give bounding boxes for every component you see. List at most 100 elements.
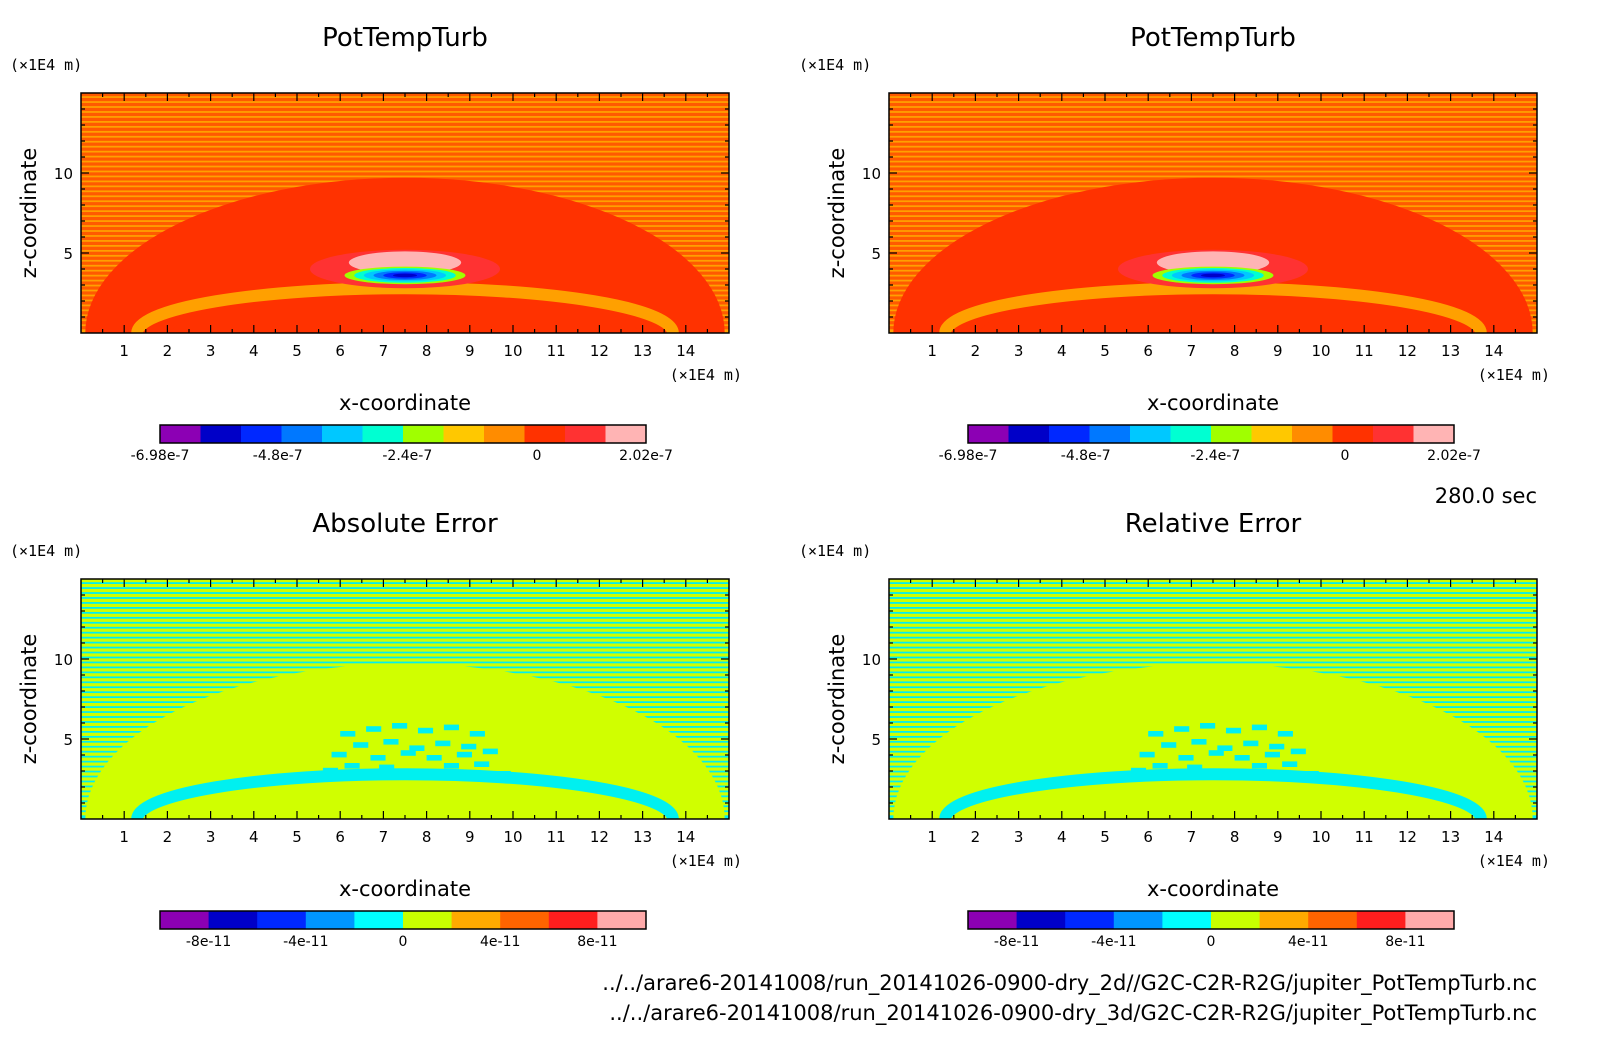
y-unit-label: (×1E4 m): [10, 56, 82, 74]
y-tick-label: 5: [63, 731, 73, 749]
error-speckle: [474, 761, 490, 767]
x-tick-label: 11: [1355, 828, 1374, 846]
colorbar-swatch: [1016, 911, 1066, 929]
colorbar-swatch: [1308, 911, 1358, 929]
error-speckle: [1187, 764, 1203, 771]
error-speckle: [469, 731, 485, 737]
colorbar-swatch: [305, 911, 355, 929]
field-stripe: [81, 152, 729, 156]
error-speckle: [1277, 731, 1293, 737]
field-stripe: [81, 172, 729, 176]
colorbar-label: -4e-11: [1091, 934, 1136, 950]
error-speckle: [331, 751, 347, 758]
error-speckle: [1243, 740, 1259, 747]
field-stripe: [889, 603, 1537, 607]
colorbar-label: -4e-11: [283, 934, 328, 950]
colorbar-label: 0: [1340, 448, 1349, 464]
x-tick-label: 7: [1187, 342, 1197, 360]
x-tick-label: 1: [119, 828, 129, 846]
x-tick-label: 9: [465, 342, 475, 360]
x-tick-label: 10: [503, 342, 522, 360]
colorbar-swatch: [208, 911, 258, 929]
field-stripe: [889, 643, 1537, 647]
y-tick-label: 5: [871, 731, 881, 749]
colorbar-swatch: [500, 911, 550, 929]
error-speckle: [344, 763, 360, 769]
error-speckle: [1264, 751, 1280, 758]
colorbar-swatch: [1356, 911, 1406, 929]
colorbar-swatch: [1373, 425, 1414, 443]
colorbar-swatch: [1130, 425, 1171, 443]
error-speckle: [1269, 743, 1285, 750]
x-axis-label: x-coordinate: [1147, 391, 1279, 415]
colorbar-swatch: [968, 911, 1018, 929]
y-axis-label: z-coordinate: [825, 148, 849, 279]
x-tick-label: 14: [1484, 342, 1503, 360]
colorbar-swatch: [403, 425, 444, 443]
error-speckle: [379, 764, 395, 771]
colorbar-swatch: [257, 911, 307, 929]
colorbar-label: -6.98e-7: [939, 448, 998, 464]
colorbar-label: 8e-11: [577, 934, 617, 950]
colorbar-swatch: [354, 911, 404, 929]
colorbar-swatch: [968, 425, 1009, 443]
colorbar-swatch: [1405, 911, 1455, 929]
colorbar-swatch: [1008, 425, 1050, 443]
colorbar-swatch: [1170, 425, 1212, 443]
field-stripe: [889, 638, 1537, 642]
field-stripe: [889, 593, 1537, 598]
colorbar-swatch: [160, 425, 201, 443]
x-axis-label: x-coordinate: [1147, 877, 1279, 901]
x-tick-label: 1: [119, 342, 129, 360]
field-arc-fill: [171, 780, 639, 819]
x-tick-label: 3: [1014, 828, 1024, 846]
error-speckle: [426, 755, 442, 761]
colorbar-label: -8e-11: [994, 934, 1039, 950]
x-tick-label: 12: [1398, 828, 1417, 846]
field-stripe: [81, 653, 729, 657]
error-speckle: [1303, 771, 1319, 777]
x-tick-label: 12: [1398, 342, 1417, 360]
x-tick-label: 8: [1230, 828, 1240, 846]
field-stripe: [889, 117, 1537, 121]
y-tick-label: 10: [54, 165, 73, 183]
x-tick-label: 5: [1100, 342, 1110, 360]
error-speckle: [1191, 739, 1207, 745]
y-axis-label: z-coordinate: [825, 634, 849, 765]
x-tick-label: 1: [927, 342, 937, 360]
x-tick-label: 14: [676, 342, 695, 360]
y-tick-label: 5: [63, 245, 73, 263]
colorbar-swatch: [1162, 911, 1212, 929]
field-stripe: [81, 583, 729, 588]
anomaly-core: [1200, 273, 1226, 278]
field-stripe: [889, 167, 1537, 171]
heatmap-field: [889, 579, 1537, 819]
colorbar-frame: [967, 424, 1455, 444]
x-tick-label: 4: [249, 342, 259, 360]
field-stripe: [889, 608, 1537, 612]
colorbar-label: -4.8e-7: [253, 448, 303, 464]
x-unit-label: (×1E4 m): [670, 852, 742, 870]
error-speckle: [1174, 726, 1190, 732]
x-tick-label: 6: [335, 342, 345, 360]
x-tick-label: 12: [590, 828, 609, 846]
x-tick-label: 10: [503, 828, 522, 846]
colorbar-swatch: [241, 425, 282, 443]
panel-bottom-right: Relative Error (×1E4 m) 1 2 3 4 5 6 7 8 9 10 11 12 1…: [799, 509, 1550, 950]
field-stripe: [889, 628, 1537, 632]
error-speckle: [322, 767, 339, 774]
colorbar-label: -8e-11: [186, 934, 231, 950]
field-stripe: [889, 102, 1537, 107]
error-speckle: [340, 731, 356, 737]
error-speckle: [1130, 767, 1147, 774]
x-tick-label: 2: [163, 828, 173, 846]
field-stripe: [889, 122, 1537, 126]
field-stripe: [81, 618, 729, 622]
error-speckle: [1148, 731, 1164, 737]
x-tick-label: 5: [292, 342, 302, 360]
y-tick-label: 5: [871, 245, 881, 263]
x-tick-label: 1: [927, 828, 937, 846]
field-stripe: [889, 112, 1537, 117]
error-speckle: [1152, 763, 1168, 769]
